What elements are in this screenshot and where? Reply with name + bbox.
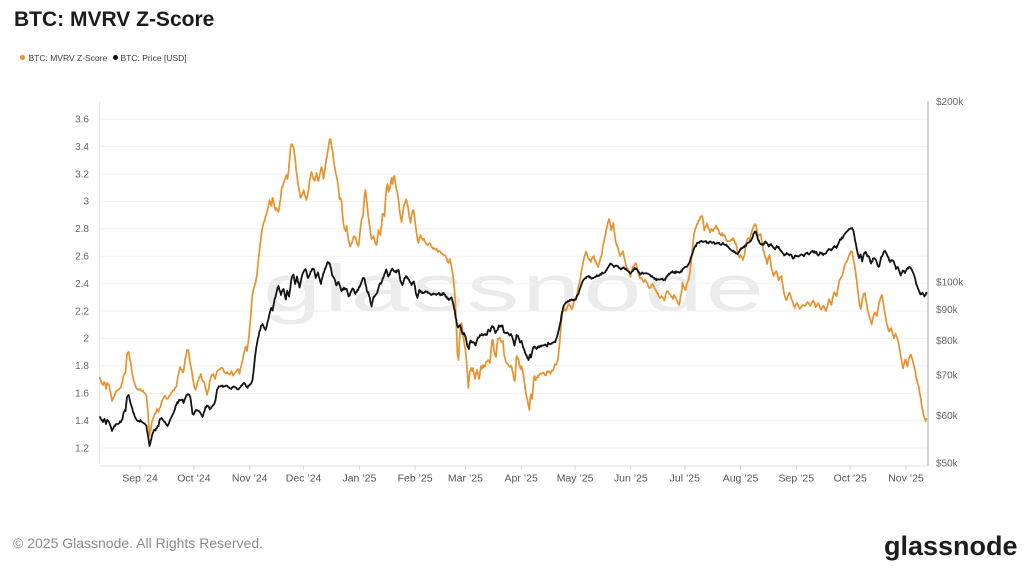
svg-text:$200k: $200k: [936, 97, 964, 108]
svg-text:Aug ’25: Aug ’25: [723, 473, 759, 485]
svg-text:Nov ’24: Nov ’24: [232, 473, 268, 485]
svg-text:1.6: 1.6: [75, 389, 89, 400]
svg-text:3.2: 3.2: [75, 169, 89, 180]
svg-text:Oct ’24: Oct ’24: [177, 473, 210, 485]
svg-text:Oct ’25: Oct ’25: [834, 473, 867, 485]
svg-text:$70k: $70k: [936, 371, 959, 382]
svg-text:3: 3: [83, 197, 89, 208]
svg-text:Sep ’24: Sep ’24: [122, 473, 158, 485]
svg-text:3.6: 3.6: [75, 115, 89, 126]
svg-text:3.4: 3.4: [75, 142, 89, 153]
svg-text:$80k: $80k: [936, 336, 959, 347]
svg-text:Feb ’25: Feb ’25: [398, 473, 433, 485]
svg-text:2.4: 2.4: [75, 279, 89, 290]
svg-text:Mar ’25: Mar ’25: [448, 473, 483, 485]
svg-text:Dec ’24: Dec ’24: [286, 473, 322, 485]
svg-text:2.8: 2.8: [75, 224, 89, 235]
svg-text:Apr ’25: Apr ’25: [505, 473, 538, 485]
svg-text:Jun ’25: Jun ’25: [614, 473, 648, 485]
svg-text:$90k: $90k: [936, 305, 959, 316]
svg-text:Nov ’25: Nov ’25: [888, 473, 924, 485]
svg-text:$50k: $50k: [936, 458, 959, 469]
svg-text:1.2: 1.2: [75, 443, 89, 454]
svg-text:$100k: $100k: [936, 278, 964, 289]
svg-text:Jan ’25: Jan ’25: [342, 473, 376, 485]
svg-text:1.8: 1.8: [75, 361, 89, 372]
svg-text:$60k: $60k: [936, 411, 959, 422]
svg-text:May ’25: May ’25: [557, 473, 594, 485]
svg-text:Sep ’25: Sep ’25: [778, 473, 814, 485]
svg-text:1.4: 1.4: [75, 416, 89, 427]
svg-text:2.6: 2.6: [75, 252, 89, 263]
svg-text:Jul ’25: Jul ’25: [670, 473, 701, 485]
svg-text:2: 2: [83, 334, 89, 345]
svg-text:2.2: 2.2: [75, 306, 89, 317]
